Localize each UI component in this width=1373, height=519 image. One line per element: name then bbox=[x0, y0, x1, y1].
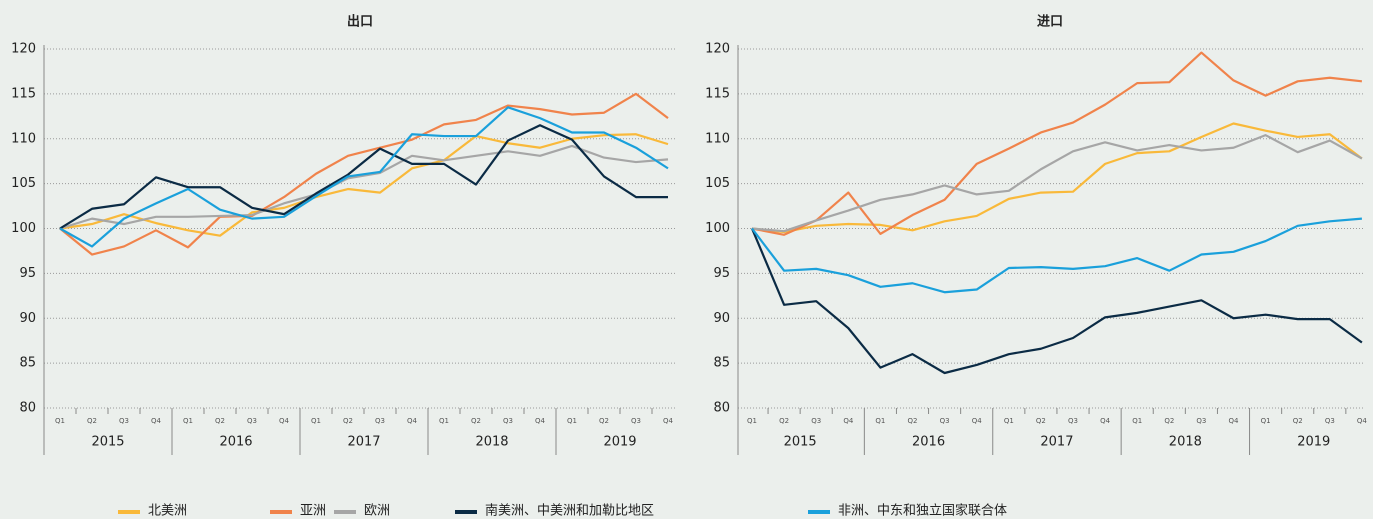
y-tick-label: 90 bbox=[713, 311, 730, 326]
legend-label: 南美洲、中美洲和加勒比地区 bbox=[485, 503, 654, 519]
x-tick-label: Q1 bbox=[875, 417, 885, 425]
series-line bbox=[59, 133, 669, 237]
x-tick-label: Q2 bbox=[215, 417, 225, 425]
year-label: 2015 bbox=[91, 435, 124, 450]
legend-label: 非洲、中东和独立国家联合体 bbox=[838, 503, 1007, 519]
x-tick-label: Q3 bbox=[1325, 417, 1335, 425]
x-tick-label: Q1 bbox=[1004, 417, 1014, 425]
y-tick-label: 80 bbox=[713, 401, 730, 416]
x-tick-label: Q4 bbox=[407, 417, 418, 425]
y-tick-label: 95 bbox=[713, 266, 730, 281]
y-tick-label: 110 bbox=[11, 131, 36, 146]
y-tick-label: 95 bbox=[19, 266, 36, 281]
year-label: 2019 bbox=[603, 435, 636, 450]
year-label: 2016 bbox=[912, 435, 945, 450]
x-tick-label: Q3 bbox=[247, 417, 257, 425]
y-tick-label: 105 bbox=[11, 176, 36, 191]
y-tick-label: 115 bbox=[11, 86, 36, 101]
x-tick-label: Q1 bbox=[567, 417, 577, 425]
x-tick-label: Q4 bbox=[1229, 417, 1240, 425]
y-tick-label: 105 bbox=[705, 176, 730, 191]
x-tick-label: Q1 bbox=[747, 417, 757, 425]
year-label: 2019 bbox=[1297, 435, 1330, 450]
x-tick-label: Q3 bbox=[1196, 417, 1206, 425]
x-tick-label: Q4 bbox=[535, 417, 546, 425]
legend-label: 亚洲 bbox=[300, 504, 326, 519]
y-tick-label: 120 bbox=[11, 42, 36, 57]
x-tick-label: Q3 bbox=[811, 417, 821, 425]
x-tick-label: Q3 bbox=[119, 417, 129, 425]
legend-label: 欧洲 bbox=[364, 504, 390, 519]
x-tick-label: Q3 bbox=[631, 417, 641, 425]
series-line bbox=[59, 124, 668, 230]
series-line bbox=[59, 92, 669, 256]
x-tick-label: Q2 bbox=[1036, 417, 1046, 425]
y-tick-label: 80 bbox=[19, 401, 36, 416]
x-tick-label: Q3 bbox=[503, 417, 513, 425]
year-label: 2018 bbox=[1169, 435, 1202, 450]
x-tick-label: Q3 bbox=[375, 417, 385, 425]
chart-title: 进口 bbox=[1037, 15, 1063, 30]
x-tick-label: Q2 bbox=[779, 417, 789, 425]
year-label: 2018 bbox=[475, 435, 508, 450]
series-line bbox=[751, 122, 1363, 234]
y-tick-label: 90 bbox=[19, 311, 36, 326]
series-line bbox=[750, 228, 1363, 375]
x-tick-label: Q2 bbox=[343, 417, 353, 425]
series-line bbox=[751, 134, 1363, 233]
x-tick-label: Q4 bbox=[279, 417, 290, 425]
x-tick-label: Q3 bbox=[940, 417, 950, 425]
series-line bbox=[751, 217, 1362, 294]
x-tick-label: Q2 bbox=[87, 417, 97, 425]
x-tick-label: Q2 bbox=[599, 417, 609, 425]
x-tick-label: Q4 bbox=[1357, 417, 1368, 425]
x-tick-label: Q2 bbox=[908, 417, 918, 425]
chart-title: 出口 bbox=[347, 14, 373, 30]
x-tick-label: Q4 bbox=[663, 417, 674, 425]
legend-label: 北美洲 bbox=[148, 504, 187, 519]
x-tick-label: Q1 bbox=[439, 417, 449, 425]
x-tick-label: Q1 bbox=[1132, 417, 1142, 425]
y-tick-label: 100 bbox=[705, 221, 730, 236]
x-tick-label: Q4 bbox=[843, 417, 854, 425]
y-tick-label: 115 bbox=[705, 86, 730, 101]
y-tick-label: 120 bbox=[705, 42, 730, 57]
x-tick-label: Q1 bbox=[311, 417, 321, 425]
x-tick-label: Q2 bbox=[1293, 417, 1303, 425]
x-tick-label: Q3 bbox=[1068, 417, 1078, 425]
year-label: 2017 bbox=[1040, 435, 1073, 450]
y-tick-label: 110 bbox=[705, 131, 730, 146]
y-tick-label: 85 bbox=[19, 356, 36, 371]
x-tick-label: Q4 bbox=[151, 417, 162, 425]
x-tick-label: Q2 bbox=[1164, 417, 1174, 425]
x-tick-label: Q4 bbox=[1100, 417, 1111, 425]
x-tick-label: Q4 bbox=[972, 417, 983, 425]
x-tick-label: Q2 bbox=[471, 417, 481, 425]
year-label: 2015 bbox=[784, 435, 817, 450]
series-line bbox=[59, 144, 669, 230]
x-tick-label: Q1 bbox=[55, 417, 65, 425]
series-line bbox=[751, 51, 1363, 236]
x-tick-label: Q1 bbox=[1261, 417, 1271, 425]
series-line bbox=[59, 106, 669, 248]
year-label: 2016 bbox=[219, 435, 252, 450]
year-label: 2017 bbox=[347, 435, 380, 450]
y-tick-label: 100 bbox=[11, 221, 36, 236]
x-tick-label: Q1 bbox=[183, 417, 193, 425]
y-tick-label: 85 bbox=[713, 356, 730, 371]
